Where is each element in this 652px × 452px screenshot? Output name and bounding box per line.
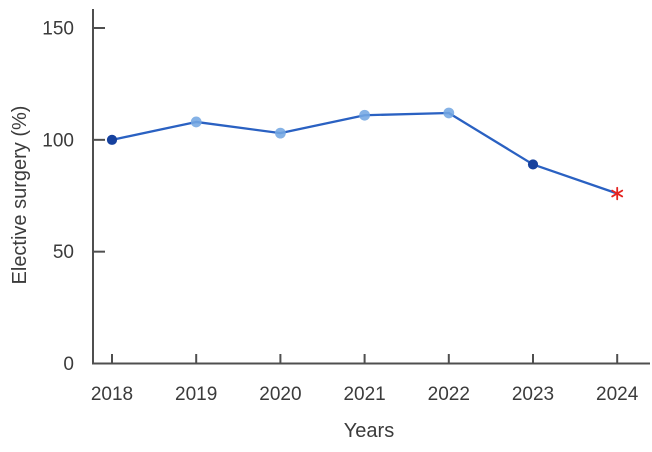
x-tick-label: 2020 (259, 384, 301, 405)
series-line (110, 111, 619, 195)
x-tick-label: 2023 (512, 384, 554, 405)
data-point-2020 (275, 127, 286, 139)
y-axis-title: Elective surgery (%) (9, 106, 31, 285)
asterisk-arm (611, 189, 624, 198)
data-point-2018 (106, 134, 118, 145)
data-point-2023 (527, 159, 539, 170)
x-tick-label: 2021 (343, 384, 385, 405)
y-tick-label: 50 (53, 242, 74, 263)
x-axis-title: Years (344, 420, 394, 442)
y-tick-label: 0 (63, 354, 74, 375)
x-tick-label: 2018 (91, 384, 133, 405)
x-tick-label: 2019 (175, 384, 217, 405)
y-tick-label: 150 (42, 19, 74, 40)
data-point-2019 (190, 116, 202, 128)
series-layer (106, 107, 624, 201)
axes-layer: 0 50 100 150 2018 2019 2020 2021 2022 2023 2024 (42, 9, 650, 405)
y-tick-label: 100 (42, 130, 74, 151)
data-point-2024-asterisk (611, 186, 624, 201)
x-tick-label: 2022 (428, 384, 470, 405)
data-point-2021 (359, 109, 370, 121)
x-tick-label: 2024 (596, 384, 639, 405)
data-point-2022 (443, 107, 455, 119)
